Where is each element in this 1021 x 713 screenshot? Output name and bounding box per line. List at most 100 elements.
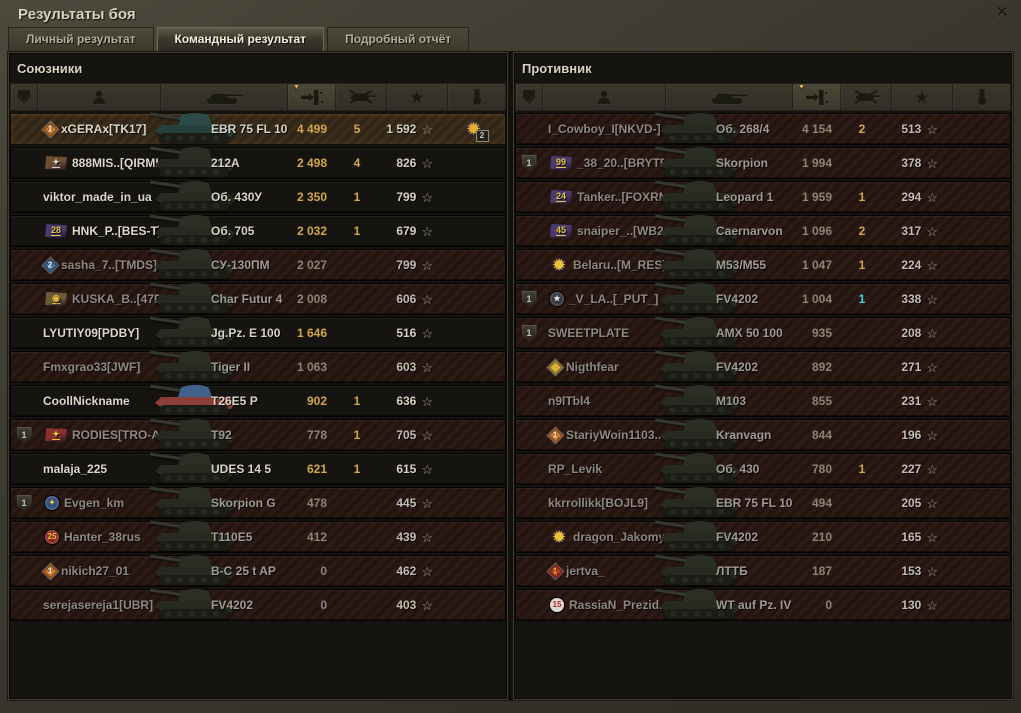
medal-cell	[947, 284, 1010, 314]
table-row[interactable]: Fmxgrao33[JWF] Tiger II 1 063	[10, 350, 506, 383]
column-header-platoon[interactable]	[516, 84, 543, 110]
platoon-cell	[516, 250, 542, 280]
table-row[interactable]: 28 HNK_P..[BES-T] Об. 705 2 032 1	[10, 214, 506, 247]
tank-name: ЛТТБ	[716, 564, 748, 578]
kills-value	[332, 590, 382, 620]
table-row[interactable]: ✹ Belaru..[M_RES] M53/M55 1 047 1	[515, 248, 1011, 281]
table-row[interactable]: 2 sasha_7..[TMDS] СУ-130ПМ 2 027	[10, 248, 506, 281]
table-row[interactable]: 1 StariyWoin1103.. Kranvagn 844	[515, 418, 1011, 451]
table-row[interactable]: Nigthfear FV4202 892 271	[515, 350, 1011, 383]
medals-icon	[471, 88, 483, 106]
xp-cell: 636 ☆	[382, 386, 442, 416]
column-header-vehicle[interactable]	[666, 84, 793, 110]
column-header-damage[interactable]: ▼	[793, 84, 841, 110]
medal-cell	[442, 590, 505, 620]
platoon-cell	[11, 114, 37, 144]
tank-name: FV4202	[211, 598, 254, 612]
tank-name: Об. 705	[211, 224, 255, 238]
platoon-cell	[11, 556, 37, 586]
table-row[interactable]: 1 jertva_ ЛТТБ 187 153	[515, 554, 1011, 587]
table-row[interactable]: 1 ★ _V_LA..[_PUT_] FV4202	[515, 282, 1011, 315]
table-row[interactable]: kkrrollikk[BOJL9] EBR 75 FL 10 494	[515, 486, 1011, 519]
table-row[interactable]: 1 ✦ RODIES[TRO-A] T92	[10, 418, 506, 451]
table-row[interactable]: ✹ dragon_Jakomyu FV4202 210	[515, 520, 1011, 553]
column-header-damage[interactable]: ▼	[288, 84, 336, 110]
table-row[interactable]: ◉ KUSKA_B..[47D] Char Futur 4 2 008	[10, 282, 506, 315]
player-badge-icon	[547, 359, 564, 375]
player-badge-icon: ◉	[45, 292, 67, 306]
table-row[interactable]: 1 SWEETPLATE AMX 50 100	[515, 316, 1011, 349]
column-header-player[interactable]	[543, 84, 666, 110]
xp-cell: 231 ☆	[887, 386, 947, 416]
xp-value: 165	[901, 530, 922, 544]
table-row[interactable]: viktor_made_in_ua Об. 430У 2 350 1	[10, 180, 506, 213]
player-name: SWEETPLATE	[548, 326, 630, 340]
xp-value: 615	[396, 462, 417, 476]
platoon-cell	[516, 522, 542, 552]
player-cell: ✦ RODIES[TRO-A]	[37, 420, 159, 450]
player-name: Fmxgrao33[JWF]	[43, 360, 141, 374]
column-header-xp[interactable]: ★	[387, 84, 448, 110]
player-cell: serejasereja1[UBR]	[37, 590, 159, 620]
table-row[interactable]: 45 snaiper_..[WB22] Caernarvon 1 096	[515, 214, 1011, 247]
column-header-player[interactable]	[38, 84, 161, 110]
column-header-kills[interactable]	[841, 84, 892, 110]
table-row[interactable]: 15 RassiaN_Prezid.. WT auf Pz. IV 0	[515, 588, 1011, 621]
tank-cell: FV4202	[654, 350, 790, 382]
player-name: Tanker..[FOXRM]	[577, 190, 664, 204]
table-row[interactable]: 24 Tanker..[FOXRM] Leopard 1 1 959	[515, 180, 1011, 213]
table-row[interactable]: malaja_225 UDES 14 5 621 1 61	[10, 452, 506, 485]
player-name: _V_LA..[_PUT_]	[569, 292, 659, 306]
player-cell: SWEETPLATE	[542, 318, 664, 348]
damage-value: 778	[306, 428, 327, 442]
player-cell: ✦ Evgen_km	[37, 488, 159, 518]
table-row[interactable]: 1 xGERAx[TK17] EBR 75 FL 10 4 499	[10, 112, 506, 145]
tab-team-result[interactable]: Командный результат	[156, 27, 325, 51]
medal-cell	[947, 250, 1010, 280]
damage-value: 4 154	[801, 122, 832, 136]
kills-value	[837, 318, 887, 348]
xp-star-icon: ☆	[421, 257, 433, 273]
table-row[interactable]: RP_Levik Об. 430 780 1 227	[515, 452, 1011, 485]
column-header-medals[interactable]	[448, 84, 505, 110]
xp-cell: 153 ☆	[887, 556, 947, 586]
damage-value: 0	[825, 598, 832, 612]
table-row[interactable]: ✦ 888MIS..[QIRML] 212A 2 498 4	[10, 146, 506, 179]
table-row[interactable]: 1 99 _38_20..[BRYTE] Skorpion	[515, 146, 1011, 179]
xp-cell: 513 ☆	[887, 114, 947, 144]
platoon-cell: 1	[11, 420, 37, 450]
column-header-medals[interactable]	[953, 84, 1010, 110]
tank-cell: ЛТТБ	[654, 554, 790, 586]
xp-star-icon: ★	[914, 87, 930, 107]
table-row[interactable]: 1 ✦ Evgen_km Skorpion G	[10, 486, 506, 519]
column-header-kills[interactable]	[336, 84, 387, 110]
player-badge-icon: 99	[550, 156, 572, 170]
player-name: CoollNickname	[43, 394, 130, 408]
table-row[interactable]: LYUTIY09[PDBY] Jg.Pz. E 100 1 646	[10, 316, 506, 349]
column-header-xp[interactable]: ★	[892, 84, 953, 110]
player-name: RP_Levik	[548, 462, 603, 476]
table-row[interactable]: n9lTbl4 M103 855 231 ☆	[515, 384, 1011, 417]
close-icon[interactable]: ✕	[995, 4, 1009, 21]
player-cell: 1 StariyWoin1103..	[542, 420, 664, 450]
table-row[interactable]: serejasereja1[UBR] FV4202 0	[10, 588, 506, 621]
damage-value: 0	[320, 598, 327, 612]
xp-value: 153	[901, 564, 922, 578]
table-row[interactable]: 25 Hanter_38rus T110E5 412	[10, 520, 506, 553]
xp-value: 196	[901, 428, 922, 442]
xp-cell: 603 ☆	[382, 352, 442, 382]
xp-value: 606	[396, 292, 417, 306]
tab-personal-result[interactable]: Личный результат	[8, 27, 154, 51]
column-header-platoon[interactable]	[11, 84, 38, 110]
column-header-vehicle[interactable]	[161, 84, 288, 110]
table-row[interactable]: CoollNickname T26E5 P 902 1 6	[10, 384, 506, 417]
player-badge-icon: 1	[547, 427, 564, 443]
platoon-cell	[516, 420, 542, 450]
xp-value: 799	[396, 190, 417, 204]
table-row[interactable]: 1 nikich27_01 B-C 25 t AP 0	[10, 554, 506, 587]
table-row[interactable]: I_Cowboy_I[NKVD-] Об. 268/4 4 154 2	[515, 112, 1011, 145]
platoon-cell: 1	[516, 284, 542, 314]
tab-detailed-report[interactable]: Подробный отчёт	[327, 27, 470, 51]
tank-name: Об. 430У	[211, 190, 262, 204]
kills-value: 2	[858, 122, 866, 136]
